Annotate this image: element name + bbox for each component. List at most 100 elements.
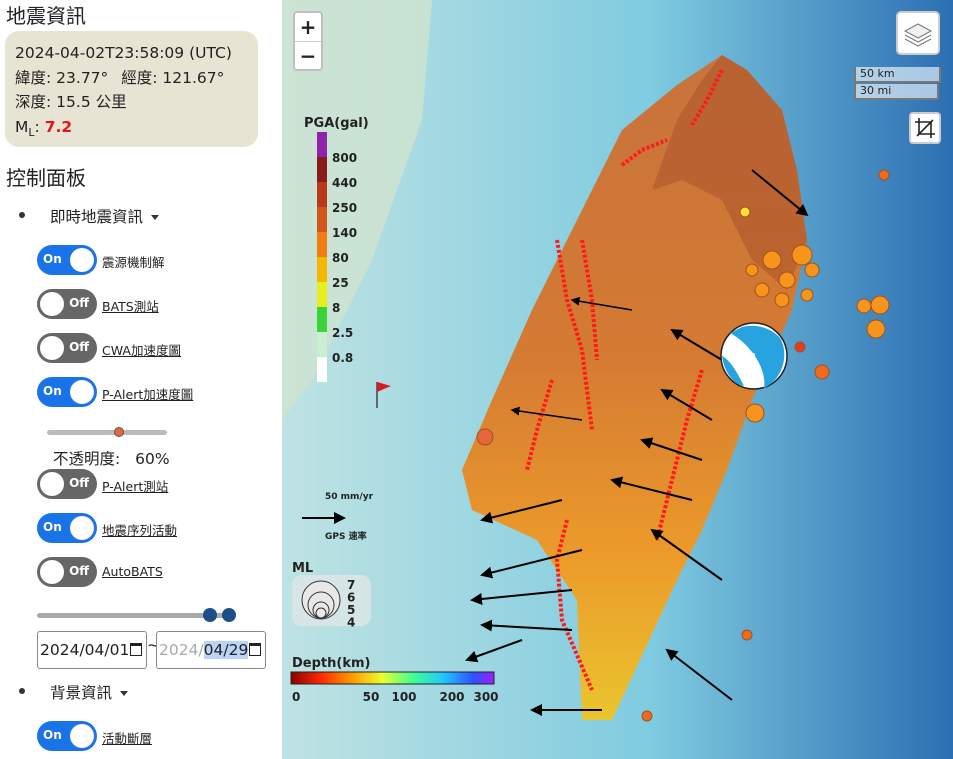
earthquake-marker (641, 710, 653, 722)
toggle-label[interactable]: BATS測站 (102, 299, 159, 314)
toggle-switch[interactable]: Off (37, 289, 97, 319)
earthquake-marker (878, 169, 890, 181)
opacity-slider[interactable] (47, 430, 167, 435)
toggle-switch[interactable]: Off (37, 557, 97, 587)
toggle-state: Off (69, 564, 89, 578)
gps-vector (665, 648, 733, 701)
toggle-state: Off (69, 476, 89, 490)
toggle-label[interactable]: 地震序列活動 (102, 523, 178, 538)
pga-color-swatch (317, 132, 327, 157)
earthquake-info-card: 2024-04-02T23:58:09 (UTC) 緯度: 23.77° 經度:… (5, 31, 258, 147)
pga-tick-label: 25 (332, 276, 349, 290)
ml-tick-label: 5 (347, 603, 355, 617)
opacity-label: 不透明度: (53, 450, 121, 468)
latitude-value: 23.77° (56, 68, 109, 87)
ml-legend-title: ML (292, 561, 313, 576)
fault-line (580, 239, 599, 361)
date-range-slider[interactable] (37, 613, 235, 618)
zoom-out-button[interactable]: − (299, 44, 317, 68)
scale-bar-mi: 30 mi (854, 84, 939, 100)
earthquake-marker (741, 629, 753, 641)
toggle-label[interactable]: 活動斷層 (102, 731, 153, 746)
control-panel-title: 控制面板 (6, 166, 86, 190)
gps-vector (470, 589, 573, 605)
earthquake-marker (856, 298, 872, 314)
depth-label: 深度: (15, 93, 52, 111)
pga-color-swatch (317, 257, 327, 282)
toggle-knob (40, 292, 64, 316)
pga-tick-labels: 800 440 250 140 80 25 8 2.5 0.8 (332, 151, 357, 365)
gps-vector (480, 619, 573, 632)
toggle-state: Off (69, 340, 89, 354)
pga-tick-label: 250 (332, 201, 357, 215)
crop-button[interactable] (909, 112, 941, 144)
date-range-start-thumb[interactable] (203, 608, 218, 622)
depth-legend-title: Depth(km) (292, 656, 370, 671)
pga-color-swatch (317, 357, 327, 382)
toggle-label[interactable]: AutoBATS (102, 564, 163, 579)
depth-tick-label: 200 (439, 690, 464, 704)
toggle-switch[interactable]: Off (37, 333, 97, 363)
fault-line (655, 369, 704, 541)
toggle-knob (70, 380, 94, 404)
date-range-end-thumb[interactable] (222, 608, 236, 622)
pga-color-swatch (317, 307, 327, 332)
magnitude-label: ML: (15, 117, 40, 139)
pga-color-swatch (317, 232, 327, 257)
beachball-compression (730, 325, 785, 388)
toggle-state: On (43, 520, 62, 534)
pga-color-swatch (317, 207, 327, 232)
earthquake-marker (866, 319, 886, 339)
earthquake-marker (778, 271, 796, 289)
flag-icon (377, 382, 391, 392)
depth-color-bar (290, 671, 495, 685)
end-date-year: 2024/ (159, 641, 204, 659)
map-view[interactable]: PGA(gal) 800 440 250 140 80 25 8 2.5 0.8 50 mm/y… (282, 0, 953, 759)
zoom-in-button[interactable]: + (295, 13, 321, 42)
toggle-switch[interactable]: On (37, 377, 97, 407)
toggle-label[interactable]: P-Alert加速度圖 (102, 387, 194, 402)
toggle-switch[interactable]: Off (37, 469, 97, 499)
gps-legend: 50 mm/yr GPS 速率 (302, 492, 374, 542)
end-date-value: 04/29 (203, 641, 249, 659)
earthquake-marker (739, 206, 751, 218)
earthquake-marker (774, 292, 790, 308)
end-date-input[interactable]: 2024/04/29 (156, 631, 266, 669)
pga-tick-label: 140 (332, 226, 357, 240)
map-canvas[interactable]: PGA(gal) 800 440 250 140 80 25 8 2.5 0.8 50 mm/y… (282, 0, 953, 759)
layers-button[interactable] (896, 11, 940, 55)
pga-tick-label: 440 (332, 176, 357, 190)
opacity-readout: 不透明度: 60% (53, 447, 170, 469)
ml-tick-label: 7 (347, 578, 355, 592)
opacity-slider-thumb[interactable] (114, 427, 124, 437)
calendar-icon[interactable] (130, 643, 142, 656)
crop-icon (915, 118, 935, 138)
gps-vector (465, 639, 523, 663)
depth-tick-label: 300 (473, 690, 498, 704)
pga-tick-label: 800 (332, 151, 357, 165)
pga-tick-label: 80 (332, 251, 349, 265)
toggle-knob (40, 560, 64, 584)
toggle-switch[interactable]: On (37, 245, 97, 275)
toggle-switch[interactable]: On (37, 721, 97, 751)
depth-tick-labels: 0 50 100 200 300 (292, 690, 499, 704)
focal-mechanism-beachball (720, 322, 788, 390)
start-date-input[interactable]: 2024/04/01 (37, 631, 147, 669)
realtime-info-dropdown[interactable]: 即時地震資訊 (50, 205, 160, 227)
toggle-label[interactable]: CWA加速度圖 (102, 343, 181, 358)
depth-tick-label: 50 (363, 690, 380, 704)
background-info-dropdown[interactable]: 背景資訊 (50, 681, 129, 703)
origin-time: 2024-04-02T23:58:09 (UTC) (15, 44, 232, 62)
gps-vector (660, 388, 713, 421)
earthquake-marker (745, 263, 759, 277)
calendar-icon[interactable] (249, 643, 261, 656)
coordinates-row: 緯度: 23.77° 經度: 121.67° (15, 66, 248, 91)
earthquake-marker (804, 262, 820, 278)
seismic-sequence (476, 169, 890, 722)
caret-down-icon (120, 691, 129, 696)
magnitude-value: 7.2 (44, 117, 73, 136)
toggle-switch[interactable]: On (37, 513, 97, 543)
start-date-value: 2024/04/01 (40, 641, 130, 659)
toggle-knob (40, 336, 64, 360)
toggle-label[interactable]: P-Alert測站 (102, 479, 169, 494)
